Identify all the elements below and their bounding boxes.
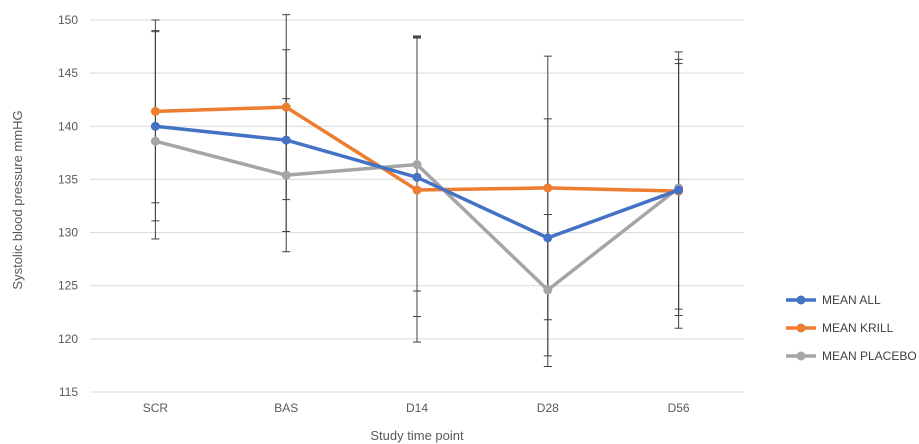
data-point (281, 102, 291, 112)
data-point (412, 172, 422, 182)
legend-label: MEAN PLACEBO (822, 349, 917, 363)
y-tick-label: 145 (58, 66, 78, 80)
series-lines (150, 102, 684, 295)
data-point (281, 170, 291, 180)
x-tick-label: D28 (537, 401, 559, 415)
data-point (543, 285, 553, 295)
data-point (281, 135, 291, 145)
legend-item: MEAN PLACEBO (786, 349, 917, 363)
y-tick-label: 125 (58, 279, 78, 293)
y-tick-label: 115 (59, 385, 78, 399)
legend-label: MEAN ALL (822, 293, 881, 307)
legend-label: MEAN KRILL (822, 321, 894, 335)
x-tick-label: BAS (274, 401, 298, 415)
legend-item: MEAN ALL (786, 293, 881, 307)
x-axis-title: Study time point (370, 428, 464, 443)
legend-marker (796, 323, 806, 333)
legend-item: MEAN KRILL (786, 321, 894, 335)
y-tick-label: 140 (58, 119, 78, 133)
x-tick-label: D14 (406, 401, 428, 415)
legend-marker (796, 351, 806, 361)
y-tick-label: 150 (58, 13, 78, 27)
y-tick-label: 135 (58, 172, 78, 186)
legend-marker (796, 295, 806, 305)
data-point (543, 183, 553, 193)
data-point (150, 106, 160, 116)
data-point (150, 136, 160, 146)
data-point (412, 160, 422, 170)
data-point (674, 185, 684, 195)
x-tick-label: SCR (143, 401, 169, 415)
data-point (543, 233, 553, 243)
y-axis-title: Systolic blood pressure mmHG (10, 110, 25, 289)
data-point (412, 185, 422, 195)
y-tick-label: 130 (58, 226, 78, 240)
y-axis-ticks: 115 120 125 130 135 140 145 150 (58, 13, 78, 399)
x-axis-ticks: SCR BAS D14 D28 D56 (143, 401, 690, 415)
data-point (150, 121, 160, 131)
legend: MEAN ALL MEAN KRILL MEAN PLACEBO (786, 293, 917, 363)
y-tick-label: 120 (58, 332, 78, 346)
error-bar (151, 30, 160, 240)
x-tick-label: D56 (668, 401, 690, 415)
